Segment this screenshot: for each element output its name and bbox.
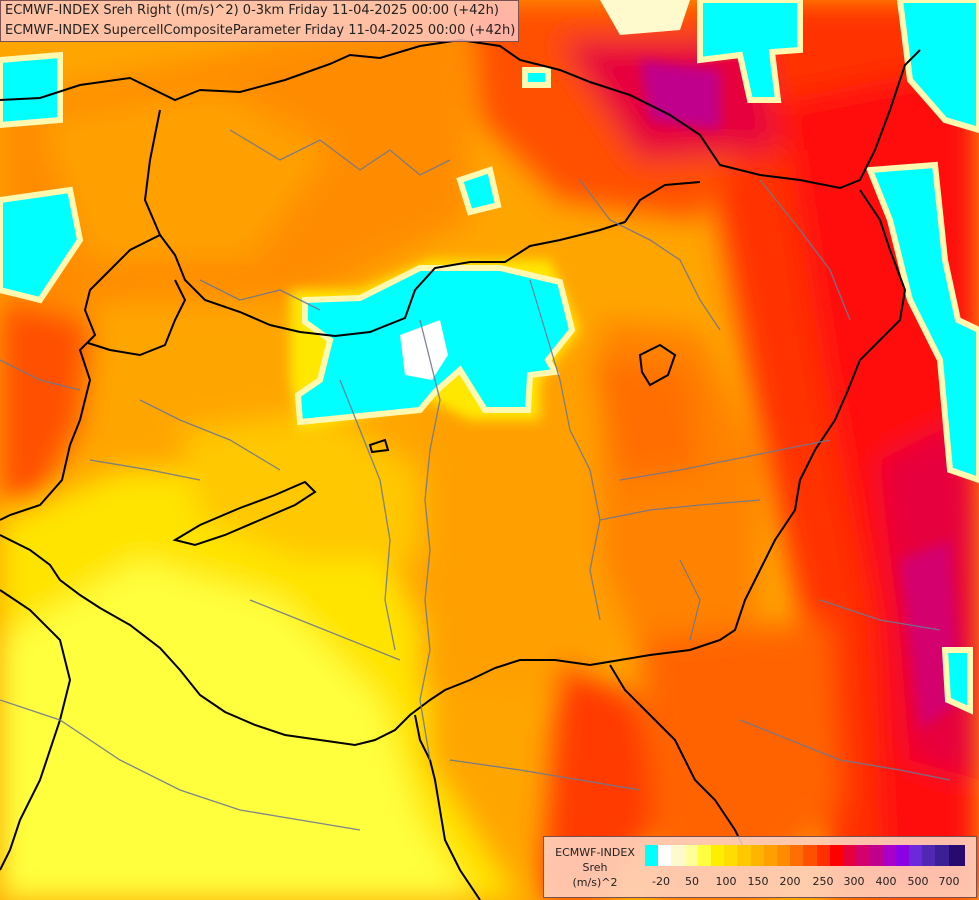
legend-swatch — [869, 845, 886, 866]
magenta-patch — [640, 60, 720, 130]
legend-swatch — [750, 845, 767, 866]
legend-swatch — [763, 845, 780, 866]
legend-swatch — [645, 845, 661, 866]
legend-swatch — [948, 845, 965, 866]
legend-swatch — [737, 845, 754, 866]
legend-swatch — [935, 845, 952, 866]
internal-boundaries — [0, 129, 951, 831]
legend-title: ECMWF-INDEX Sreh (m/s)^2 — [546, 845, 644, 890]
legend-tick-label: 400 — [875, 875, 897, 888]
legend-tick-label: 50 — [685, 875, 699, 888]
white-patch — [400, 320, 448, 380]
legend-tick-label: 700 — [938, 875, 960, 888]
legend-tick-label: 150 — [747, 875, 769, 888]
legend-swatch — [724, 845, 741, 866]
legend-swatch — [711, 845, 727, 866]
legend-swatch — [790, 845, 807, 866]
legend-swatch — [895, 845, 912, 866]
color-legend: ECMWF-INDEX Sreh (m/s)^2 -20 50 100 150 200 2… — [543, 836, 977, 898]
legend-title-unit: (m/s)^2 — [572, 876, 618, 889]
legend-title-source: ECMWF-INDEX — [555, 846, 635, 859]
legend-swatch — [671, 845, 688, 866]
legend-swatch — [856, 845, 873, 866]
header-line-1: ECMWF-INDEX Sreh Right ((m/s)^2) 0-3km F… — [5, 3, 499, 18]
legend-swatch — [922, 845, 939, 866]
legend-swatch — [909, 845, 925, 866]
legend-swatch — [829, 845, 846, 866]
legend-tick-label: 200 — [779, 875, 801, 888]
legend-swatch — [882, 845, 899, 866]
legend-tick-label: 500 — [907, 875, 929, 888]
map-header: ECMWF-INDEX Sreh Right ((m/s)^2) 0-3km F… — [0, 0, 519, 42]
legend-tick-label: 250 — [812, 875, 834, 888]
header-line-2: ECMWF-INDEX SupercellCompositeParameter … — [5, 23, 516, 38]
legend-title-variable: Sreh — [582, 861, 608, 874]
legend-tick-label: -20 — [652, 875, 670, 888]
legend-swatch — [777, 845, 793, 866]
legend-swatch — [803, 845, 820, 866]
country-borders — [0, 38, 921, 900]
cyan-regions — [0, 0, 979, 715]
legend-swatch — [816, 845, 833, 866]
legend-swatch — [658, 845, 675, 866]
legend-swatch — [697, 845, 714, 866]
legend-tick-label: 100 — [715, 875, 737, 888]
legend-tick-label: 300 — [843, 875, 865, 888]
legend-swatch — [843, 845, 859, 866]
legend-swatch — [684, 845, 701, 866]
